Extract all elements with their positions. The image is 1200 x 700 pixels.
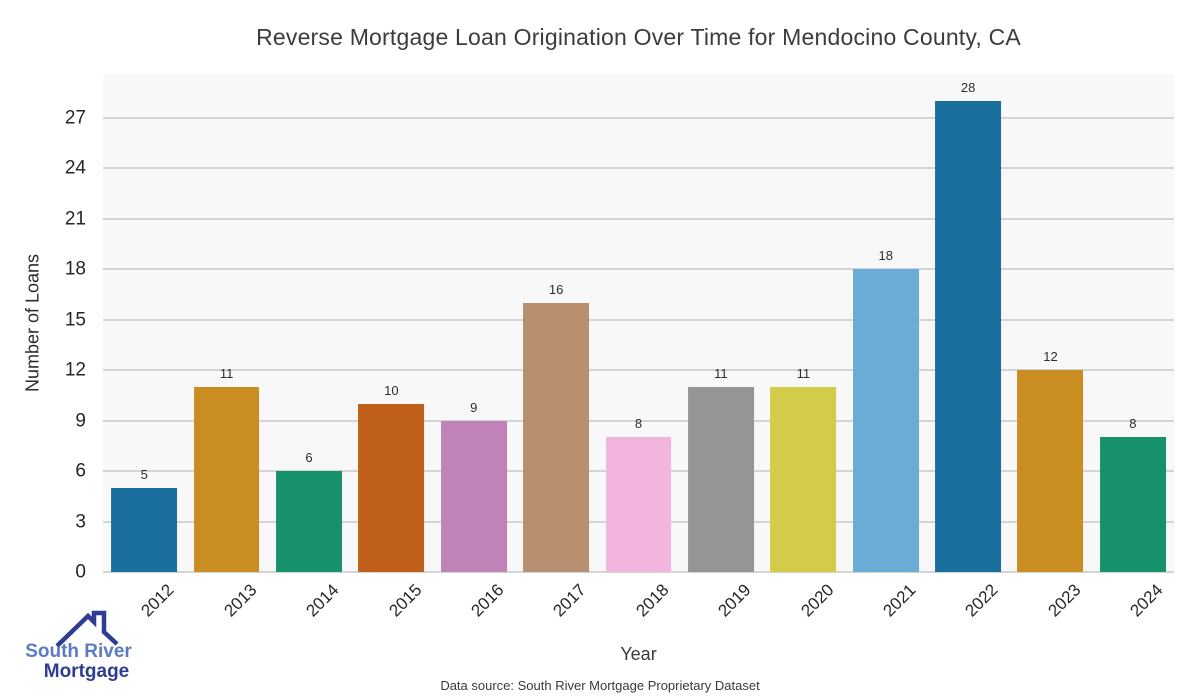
x-tick-label-2016: 2016 xyxy=(467,580,508,621)
bar-slot-2020: 11 2020 xyxy=(762,74,844,620)
x-tick-label-2019: 2019 xyxy=(714,580,755,621)
bar-slot-2021: 18 2021 xyxy=(845,74,927,620)
bar-2013 xyxy=(193,386,260,572)
bar-value-label-2013: 11 xyxy=(219,365,234,381)
x-tick-label-2013: 2013 xyxy=(220,580,261,621)
bar-value-label-2017: 16 xyxy=(548,281,564,297)
gridline-15 xyxy=(103,318,1174,321)
bar-2017 xyxy=(523,302,590,572)
bar-2021 xyxy=(852,269,919,572)
bar-slot-2012: 5 2012 xyxy=(103,74,185,620)
bar-value-label-2014: 6 xyxy=(305,450,313,466)
bar-2022 xyxy=(935,100,1002,572)
bar-slot-2015: 10 2015 xyxy=(350,74,432,620)
bar-value-label-2012: 5 xyxy=(140,466,148,482)
y-tick-label-15: 15 xyxy=(64,309,86,331)
bar-2016 xyxy=(440,420,507,572)
bar-value-label-2018: 8 xyxy=(634,416,643,432)
x-tick-label-2022: 2022 xyxy=(961,580,1002,621)
y-tick-label-27: 27 xyxy=(64,107,86,129)
x-tick-label-2021: 2021 xyxy=(879,580,920,621)
y-tick-label-12: 12 xyxy=(64,359,86,381)
gridline-27 xyxy=(103,116,1174,119)
bar-slot-2022: 28 2022 xyxy=(927,74,1009,620)
bar-value-label-2020: 11 xyxy=(796,365,811,381)
y-tick-label-6: 6 xyxy=(75,460,86,482)
bar-slot-2023: 12 2023 xyxy=(1009,74,1091,620)
x-tick-label-2023: 2023 xyxy=(1044,580,1085,621)
gridline-0 xyxy=(103,571,1174,573)
bar-2014 xyxy=(276,471,342,572)
data-source-note: Data source: South River Mortgage Propri… xyxy=(440,678,760,693)
bar-slot-2018: 8 2018 xyxy=(597,74,679,620)
bar-slot-2016: 9 2016 xyxy=(433,74,515,620)
house-roof-icon xyxy=(55,610,119,648)
bar-slot-2014: 6 2014 xyxy=(268,74,350,620)
x-tick-label-2020: 2020 xyxy=(796,580,838,621)
bar-2019 xyxy=(687,386,754,572)
y-tick-label-18: 18 xyxy=(64,258,86,280)
bar-2018 xyxy=(605,437,672,572)
plot-area: 5 2012 11 2013 6 2014 10 2015 9 2016 16 2017 8 2018 11… xyxy=(103,74,1174,620)
gridline-18 xyxy=(103,268,1174,271)
bar-2015 xyxy=(358,403,425,572)
bar-2023 xyxy=(1017,370,1084,572)
y-tick-label-9: 9 xyxy=(75,410,86,432)
x-tick-label-2014: 2014 xyxy=(302,580,343,621)
bar-value-label-2019: 11 xyxy=(714,365,728,381)
bar-value-label-2021: 18 xyxy=(878,248,893,264)
bar-value-label-2015: 10 xyxy=(384,382,399,398)
y-tick-label-3: 3 xyxy=(75,511,86,533)
x-tick-label-2017: 2017 xyxy=(549,580,590,621)
bar-slot-2019: 11 2019 xyxy=(680,74,762,620)
gridline-12 xyxy=(103,369,1174,372)
bar-2012 xyxy=(111,487,178,572)
bar-slot-2024: 8 2024 xyxy=(1092,74,1174,620)
y-tick-label-21: 21 xyxy=(64,208,86,230)
y-axis-title: Number of Loans xyxy=(22,253,43,393)
x-tick-label-2018: 2018 xyxy=(632,580,673,621)
bar-value-label-2016: 9 xyxy=(470,399,478,415)
gridline-21 xyxy=(103,217,1174,220)
x-axis-title: Year xyxy=(620,644,657,664)
y-tick-label-0: 0 xyxy=(75,561,86,583)
y-axis-tick-labels: 0 3 6 9 12 15 18 21 24 27 xyxy=(0,74,95,581)
x-tick-label-2015: 2015 xyxy=(384,580,426,621)
bar-value-label-2023: 12 xyxy=(1043,349,1058,365)
x-tick-label-2012: 2012 xyxy=(137,580,178,621)
gridline-24 xyxy=(103,167,1174,170)
y-tick-label-24: 24 xyxy=(64,157,86,179)
bar-2020 xyxy=(770,386,837,572)
bar-slot-2013: 11 2013 xyxy=(185,74,267,620)
bar-value-label-2022: 28 xyxy=(960,79,976,95)
gridline-9 xyxy=(103,419,1174,422)
logo-text-line2: Mortgage xyxy=(43,661,130,682)
bar-2024 xyxy=(1099,437,1166,572)
bar-slot-2017: 16 2017 xyxy=(515,74,597,620)
chart-title: Reverse Mortgage Loan Origination Over T… xyxy=(256,24,1021,50)
company-logo: South River Mortgage xyxy=(16,606,141,686)
logo-text-line1: South River xyxy=(25,641,132,662)
x-tick-label-2024: 2024 xyxy=(1126,580,1167,621)
bar-value-label-2024: 8 xyxy=(1129,416,1137,432)
bars-container: 5 2012 11 2013 6 2014 10 2015 9 2016 16 2017 8 2018 11… xyxy=(103,74,1174,620)
